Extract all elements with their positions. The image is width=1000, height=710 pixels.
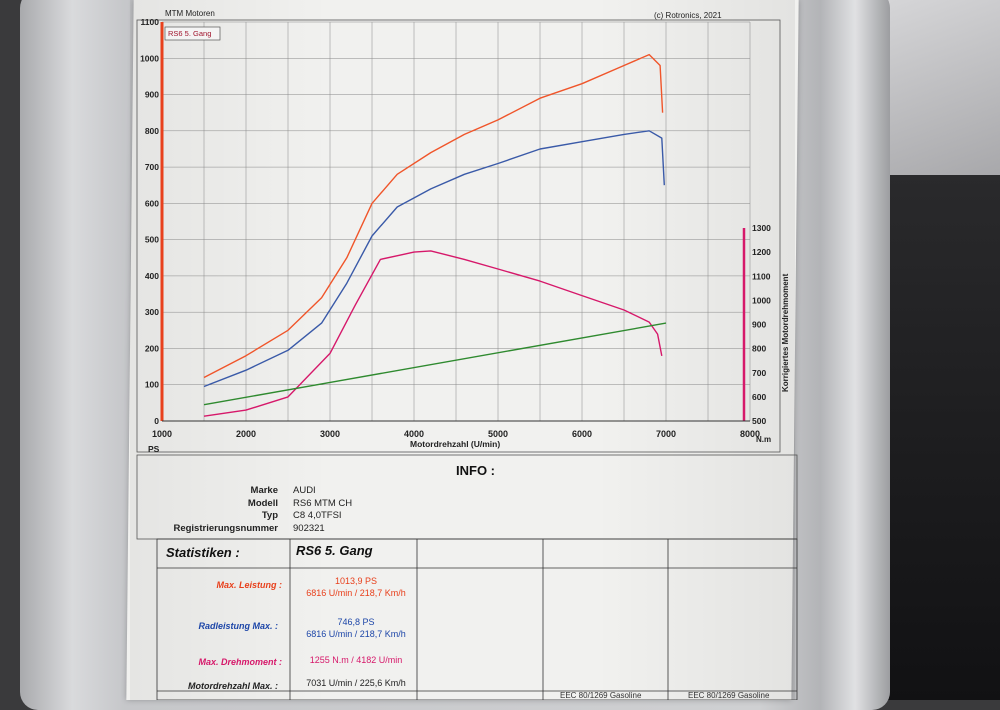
y-right-tick-label: 600 xyxy=(752,392,766,402)
y-right-tick-label: 1300 xyxy=(752,223,771,233)
info-value: C8 4,0TFSI xyxy=(293,510,342,521)
info-title: INFO : xyxy=(456,463,495,478)
y-left-tick-label: 900 xyxy=(145,90,159,100)
y-right-tick-label: 1000 xyxy=(752,295,771,305)
company-name: MTM Motoren xyxy=(165,9,215,18)
stat-label-max-torque: Max. Drehmoment : xyxy=(198,657,282,667)
x-tick-label: 1000 xyxy=(152,429,172,439)
x-tick-label: 4000 xyxy=(404,429,424,439)
x-tick-label: 6000 xyxy=(572,429,592,439)
series-line-max-power xyxy=(203,53,664,379)
stat-value-max-torque: 1255 N.m / 4182 U/min xyxy=(309,655,403,665)
x-tick-label: 3000 xyxy=(320,429,340,439)
y-left-tick-label: 1000 xyxy=(140,53,159,63)
y-right-tick-label: 500 xyxy=(752,416,766,426)
y-left-tick-label: 200 xyxy=(145,343,159,353)
info-label: Typ xyxy=(261,510,278,521)
chart-axes xyxy=(160,22,750,422)
legend-label: RS6 5. Gang xyxy=(168,29,211,38)
stat-value-wheel-power: 746,8 PS xyxy=(337,617,375,627)
y-right-tick-label: 800 xyxy=(752,344,766,354)
legend-box xyxy=(164,26,221,41)
stat-value-max-rpm: 7031 U/min / 225,6 Km/h xyxy=(306,678,406,688)
stat-value-max-power-rpm: 6816 U/min / 218,7 Km/h xyxy=(306,588,406,598)
info-label: Modell xyxy=(247,497,278,509)
series-line-wheel-power xyxy=(203,130,665,388)
series-line-max-torque xyxy=(203,250,663,417)
chart-grid xyxy=(161,21,751,422)
y-left-unit: PS xyxy=(148,444,160,454)
background-dark-area xyxy=(880,170,1000,700)
stat-value-max-power: 1013,9 PS xyxy=(334,576,378,586)
y-left-tick-label: 700 xyxy=(145,162,159,172)
chart-ticks: 1000 2000 3000 4000 5000 6000 7000 8000 0 100 200 3… xyxy=(140,17,771,439)
info-label: Registrierungsnummer xyxy=(173,522,278,534)
copyright-text: (c) Rotronics, 2021 xyxy=(654,11,722,20)
y-right-title: Korrigiertes Motordrehmoment xyxy=(781,273,790,392)
y-left-tick-label: 100 xyxy=(145,380,159,390)
chart-series xyxy=(203,53,667,417)
chart-border xyxy=(136,19,781,453)
info-value: RS6 MTM CH xyxy=(293,497,353,509)
footer-norm-right: EEC 80/1269 Gasoline xyxy=(688,691,770,700)
info-values: AUDI RS6 MTM CH C8 4,0TFSI 902321 xyxy=(293,485,352,535)
y-left-tick-label: 800 xyxy=(145,126,159,136)
info-label: Marke xyxy=(250,485,278,496)
stats-title: Statistiken : xyxy=(166,545,240,560)
x-tick-label: 5000 xyxy=(488,429,508,439)
stat-label-max-power: Max. Leistung : xyxy=(216,580,282,590)
y-left-tick-label: 300 xyxy=(145,307,159,317)
series-line-drag-power xyxy=(203,322,667,406)
info-value: AUDI xyxy=(293,485,316,496)
x-axis-title: Motordrehzahl (U/min) xyxy=(410,439,500,449)
frame-corner xyxy=(880,0,1000,175)
stat-label-max-rpm: Motordrehzahl Max. : xyxy=(187,681,278,691)
footer-norm-left: EEC 80/1269 Gasoline xyxy=(560,691,642,700)
info-labels: Marke Modell Typ Registrierungsnummer xyxy=(140,485,278,535)
x-tick-label: 2000 xyxy=(236,429,256,439)
y-left-tick-label: 1100 xyxy=(141,17,160,27)
x-tick-label: 7000 xyxy=(656,429,676,439)
stats-table xyxy=(156,538,798,700)
y-left-tick-label: 0 xyxy=(154,416,159,426)
y-left-tick-label: 400 xyxy=(145,271,159,281)
stat-value-wheel-power-rpm: 6816 U/min / 218,7 Km/h xyxy=(306,629,406,639)
info-value: 902321 xyxy=(293,522,325,534)
stat-label-wheel-power: Radleistung Max. : xyxy=(198,621,278,631)
y-right-tick-label: 700 xyxy=(752,368,766,378)
y-left-tick-label: 600 xyxy=(145,198,159,208)
y-left-tick-label: 500 xyxy=(145,235,159,245)
y-right-tick-label: 1200 xyxy=(752,247,771,257)
y-right-unit: N.m xyxy=(756,435,771,444)
x-tick-label: 8000 xyxy=(740,429,760,439)
y-right-tick-label: 900 xyxy=(752,320,766,330)
stats-column-head: RS6 5. Gang xyxy=(296,543,373,558)
y-right-tick-label: 1100 xyxy=(752,271,771,281)
